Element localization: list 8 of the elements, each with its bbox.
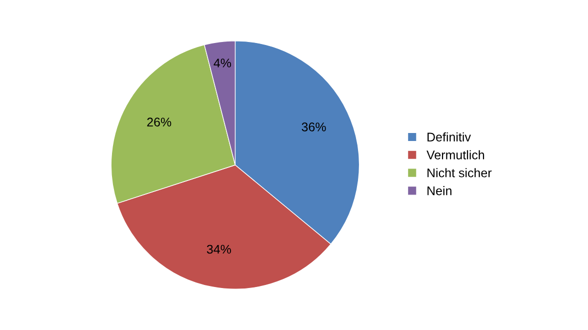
data-label: 34% <box>206 244 231 254</box>
legend-label: Vermutlich <box>426 150 484 160</box>
data-label: 36% <box>302 122 326 132</box>
legend-label: Nein <box>428 186 452 196</box>
data-label: 4% <box>214 58 232 68</box>
data-label: 26% <box>147 118 172 127</box>
legend-label: Definitiv <box>428 132 471 142</box>
legend-label: Nicht sicher <box>428 168 492 178</box>
